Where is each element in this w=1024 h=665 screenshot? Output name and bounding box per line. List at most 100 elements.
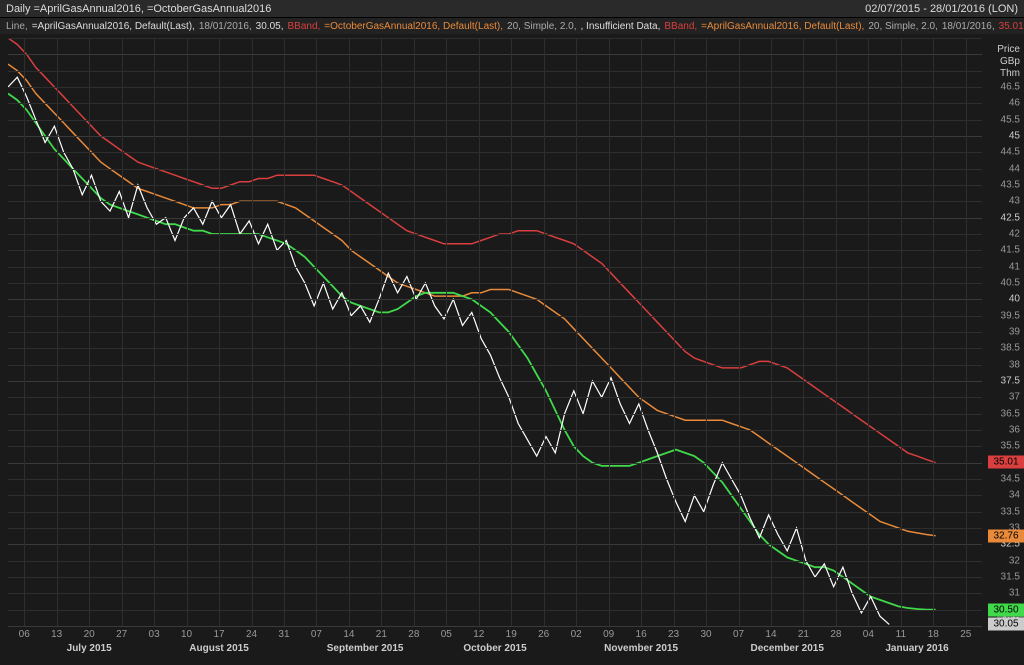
grid-line-v (771, 38, 772, 626)
legend-segment: 20, Simple, 2.0, (507, 21, 576, 32)
x-tick-label: 21 (376, 629, 387, 640)
y-tick-label: 39.5 (1001, 310, 1020, 321)
x-tick-label: 26 (538, 629, 549, 640)
grid-line-v (414, 38, 415, 626)
y-tick-label: 43 (1009, 196, 1020, 207)
price-tag: 30.50 (988, 603, 1024, 616)
x-tick-label: 12 (473, 629, 484, 640)
y-tick-label: 31.5 (1001, 572, 1020, 583)
grid-line-v (868, 38, 869, 626)
y-tick-label: 35.5 (1001, 441, 1020, 452)
legend-segment: 18/01/2016, (942, 21, 995, 32)
y-axis-title: Price GBp Thm (982, 44, 1020, 80)
x-month-label: January 2016 (885, 643, 948, 654)
price-tag: 32.76 (988, 529, 1024, 542)
legend-segment: 20, Simple, 2.0, (868, 21, 937, 32)
grid-line-v (641, 38, 642, 626)
grid-line-v (836, 38, 837, 626)
x-tick-label: 24 (246, 629, 257, 640)
legend-segment: 35.01, (999, 21, 1024, 32)
x-tick-label: 23 (668, 629, 679, 640)
chart-area[interactable]: Price GBp Thm 3030.53131.53232.53333.534… (0, 34, 1024, 665)
y-tick-label: 45 (1009, 131, 1020, 142)
x-tick-label: 02 (571, 629, 582, 640)
grid-line-v (674, 38, 675, 626)
x-tick-label: 18 (928, 629, 939, 640)
y-tick-label: 46 (1009, 98, 1020, 109)
grid-line-v (284, 38, 285, 626)
legend-segment: , Insufficient Data, (581, 21, 661, 32)
x-tick-label: 27 (116, 629, 127, 640)
legend-segment: 30.05, (256, 21, 284, 32)
y-tick-label: 31 (1009, 588, 1020, 599)
y-tick-label: 33.5 (1001, 506, 1020, 517)
x-month-label: October 2015 (463, 643, 526, 654)
y-tick-label: 34 (1009, 490, 1020, 501)
x-tick-label: 07 (311, 629, 322, 640)
y-tick-label: 45.5 (1001, 114, 1020, 125)
grid-line-v (24, 38, 25, 626)
grid-line-v (739, 38, 740, 626)
y-tick-label: 36 (1009, 425, 1020, 436)
y-tick-label: 44 (1009, 163, 1020, 174)
x-month-label: July 2015 (67, 643, 112, 654)
y-tick-label: 43.5 (1001, 180, 1020, 191)
x-tick-label: 03 (149, 629, 160, 640)
title-left: Daily =AprilGasAnnual2016, =OctoberGasAn… (6, 3, 271, 15)
x-tick-label: 31 (278, 629, 289, 640)
x-tick-label: 19 (506, 629, 517, 640)
y-tick-label: 42.5 (1001, 212, 1020, 223)
legend-segment: =AprilGasAnnual2016, Default(Last), (32, 21, 195, 32)
price-tag: 35.01 (988, 456, 1024, 469)
x-tick-label: 04 (863, 629, 874, 640)
x-tick-label: 21 (798, 629, 809, 640)
grid-line-v (933, 38, 934, 626)
x-tick-label: 05 (441, 629, 452, 640)
y-tick-label: 34.5 (1001, 474, 1020, 485)
grid-line-v (446, 38, 447, 626)
legend-segment: BBand, (287, 21, 320, 32)
series-price-line (8, 77, 889, 624)
grid-line-v (966, 38, 967, 626)
x-tick-label: 10 (181, 629, 192, 640)
y-tick-label: 38.5 (1001, 343, 1020, 354)
grid-line-v (349, 38, 350, 626)
grid-line-v (706, 38, 707, 626)
x-tick-label: 14 (765, 629, 776, 640)
y-tick-label: 40.5 (1001, 278, 1020, 289)
y-tick-label: 41 (1009, 261, 1020, 272)
y-tick-label: 41.5 (1001, 245, 1020, 256)
grid-line-v (187, 38, 188, 626)
y-tick-label: 40 (1009, 294, 1020, 305)
x-month-label: September 2015 (327, 643, 404, 654)
x-tick-label: 30 (700, 629, 711, 640)
chart-container: Daily =AprilGasAnnual2016, =OctoberGasAn… (0, 0, 1024, 665)
x-tick-label: 09 (603, 629, 614, 640)
x-tick-label: 06 (19, 629, 30, 640)
legend-segment: =OctoberGasAnnual2016, Default(Last), (324, 21, 503, 32)
x-tick-label: 28 (408, 629, 419, 640)
y-tick-label: 42 (1009, 229, 1020, 240)
plot-region[interactable] (8, 38, 982, 626)
x-tick-label: 07 (733, 629, 744, 640)
grid-line-v (252, 38, 253, 626)
grid-line-v (381, 38, 382, 626)
y-tick-label: 36.5 (1001, 408, 1020, 419)
x-tick-label: 11 (896, 629, 906, 640)
x-tick-label: 14 (343, 629, 354, 640)
y-tick-label: 46.5 (1001, 82, 1020, 93)
grid-line-v (89, 38, 90, 626)
x-tick-label: 28 (830, 629, 841, 640)
price-tag: 30.05 (988, 618, 1024, 631)
legend-segment: =AprilGasAnnual2016, Default(Last), (701, 21, 864, 32)
grid-line-v (576, 38, 577, 626)
y-tick-label: 32 (1009, 555, 1020, 566)
x-tick-label: 13 (51, 629, 62, 640)
x-axis: 0613202703101724310714212805121926020916… (8, 627, 982, 665)
y-tick-label: 38 (1009, 359, 1020, 370)
series-lower-band (8, 94, 936, 610)
x-tick-label: 16 (636, 629, 647, 640)
x-tick-label: 17 (213, 629, 224, 640)
legend-segment: 18/01/2016, (199, 21, 252, 32)
header-bar: Daily =AprilGasAnnual2016, =OctoberGasAn… (0, 0, 1024, 18)
